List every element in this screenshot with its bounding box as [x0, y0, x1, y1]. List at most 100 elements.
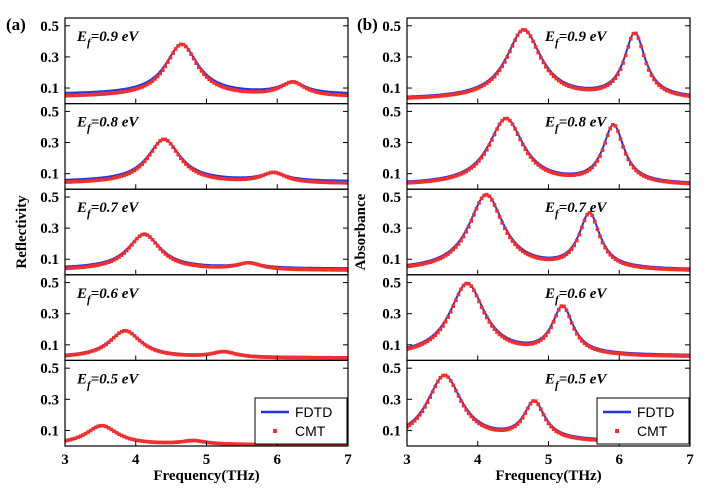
cmt-point	[243, 261, 247, 265]
cmt-point	[302, 267, 307, 272]
cmt-point	[289, 355, 294, 360]
cmt-point	[420, 409, 425, 413]
cmt-point	[65, 266, 70, 271]
cmt-point	[135, 336, 139, 341]
cmt-point	[438, 376, 443, 380]
cmt-point	[171, 257, 175, 261]
cmt-point	[189, 353, 193, 357]
cmt-point	[562, 254, 566, 258]
cmt-point	[544, 333, 548, 338]
cmt-point	[464, 230, 468, 234]
cmt-point	[330, 356, 335, 360]
cmt-point	[595, 159, 600, 163]
cmt-point	[274, 87, 278, 91]
legend: FDTD CMT	[596, 397, 690, 445]
cmt-point	[518, 137, 522, 142]
cmt-point	[557, 430, 561, 435]
cmt-point	[227, 264, 232, 268]
cmt-point	[459, 287, 463, 292]
cmt-point	[112, 429, 116, 433]
legend-fdtd-label: FDTD	[637, 404, 674, 420]
cmt-point	[639, 44, 643, 49]
x-tick-label: 6	[616, 452, 624, 468]
cmt-point	[148, 440, 152, 444]
cmt-point	[297, 355, 301, 360]
cmt-point	[577, 232, 582, 237]
cmt-point	[197, 439, 201, 443]
cmt-point	[611, 255, 615, 260]
cmt-point	[186, 439, 191, 443]
cmt-point	[130, 437, 134, 441]
cmt-point	[611, 123, 615, 127]
cmt-point	[101, 177, 106, 182]
cmt-point	[636, 36, 641, 41]
cmt-point	[143, 342, 147, 347]
cmt-point	[65, 180, 70, 184]
cmt-point	[173, 440, 178, 444]
cmt-point	[189, 263, 193, 267]
cmt-point	[279, 84, 283, 89]
cmt-point	[585, 212, 589, 217]
cmt-point	[132, 168, 137, 173]
cmt-point	[117, 90, 121, 95]
cmt-point	[253, 176, 258, 180]
cmt-point	[575, 436, 579, 440]
cmt-point	[600, 240, 605, 245]
cmt-point	[430, 390, 435, 394]
cmt-point	[603, 141, 607, 145]
cmt-point	[531, 39, 535, 44]
cmt-point	[212, 81, 216, 85]
cmt-point	[662, 267, 667, 271]
cmt-point	[428, 337, 432, 342]
cmt-point	[657, 353, 661, 358]
cmt-point	[248, 442, 252, 446]
cmt-point	[544, 417, 548, 422]
cmt-point	[564, 83, 569, 87]
cmt-point	[508, 427, 512, 431]
x-tick-label: 7	[686, 452, 694, 468]
cmt-point	[161, 440, 165, 445]
cmt-point	[325, 268, 330, 272]
cmt-point	[605, 133, 610, 138]
cmt-point	[662, 87, 667, 91]
cmt-point	[289, 267, 294, 271]
cmt-point	[99, 262, 103, 267]
cmt-point	[531, 399, 535, 403]
cmt-point	[305, 267, 309, 272]
cmt-point	[99, 92, 103, 96]
cmt-point	[181, 42, 186, 47]
cmt-point	[546, 421, 551, 426]
cmt-point	[343, 93, 348, 98]
cmt-point	[173, 352, 178, 357]
cmt-point	[122, 329, 126, 333]
cmt-point	[235, 263, 240, 267]
cmt-point	[539, 165, 543, 169]
subplot-2: 0.1 0.3 0.5 Ef=0.8 eV	[40, 102, 349, 190]
cmt-point	[245, 177, 250, 181]
cmt-point	[130, 88, 134, 92]
cmt-point	[256, 90, 260, 94]
cmt-markers	[65, 137, 348, 185]
cmt-point	[539, 338, 543, 342]
cmt-point	[274, 266, 278, 270]
cmt-point	[608, 81, 612, 86]
cmt-point	[436, 330, 440, 335]
cmt-point	[199, 439, 204, 444]
cmt-point	[209, 175, 214, 179]
cmt-point	[281, 173, 286, 178]
cmt-point	[680, 181, 685, 185]
cmt-point	[269, 170, 273, 175]
cmt-point	[197, 65, 201, 70]
cmt-point	[320, 268, 325, 272]
cmt-point	[343, 181, 348, 185]
cmt-point	[114, 333, 119, 338]
cmt-point	[438, 327, 443, 332]
cmt-point	[510, 340, 515, 344]
cmt-point	[680, 267, 685, 272]
cmt-point	[191, 263, 196, 267]
cmt-point	[528, 155, 533, 159]
cmt-point	[469, 166, 474, 170]
cmt-point	[510, 122, 515, 126]
cmt-point	[495, 428, 499, 432]
cmt-point	[466, 282, 471, 286]
